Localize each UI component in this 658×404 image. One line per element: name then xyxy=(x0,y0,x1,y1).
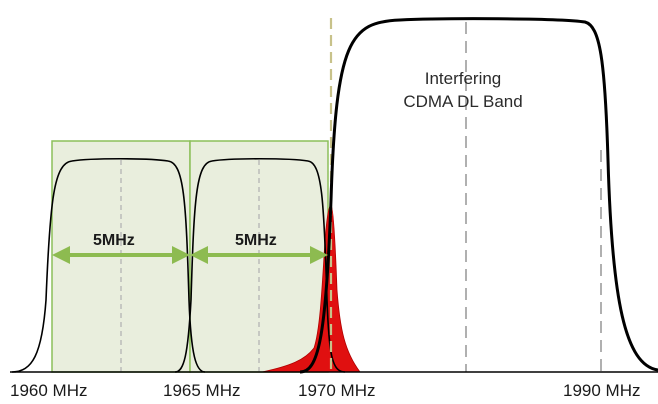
channel-1-width-arrow xyxy=(52,246,190,264)
channel-2-width-arrow xyxy=(190,246,328,264)
adjacent-leakage-area xyxy=(261,204,361,373)
channel-1-filter-curve xyxy=(11,157,206,373)
frequency-label-1970: 1970 MHz xyxy=(298,381,375,400)
channel-1-width-label: 5MHz xyxy=(93,232,135,249)
interferer-label-line-1: Interfering xyxy=(425,69,502,88)
frequency-label-1960: 1960 MHz xyxy=(10,381,87,400)
channel-2-width-label: 5MHz xyxy=(235,232,277,249)
frequency-label-1965: 1965 MHz xyxy=(163,381,240,400)
channel-2-filter-curve xyxy=(174,157,346,373)
frequency-label-1990: 1990 MHz xyxy=(563,381,640,400)
interferer-label-line-2: CDMA DL Band xyxy=(403,92,522,111)
interfering-band-curve xyxy=(299,17,658,374)
